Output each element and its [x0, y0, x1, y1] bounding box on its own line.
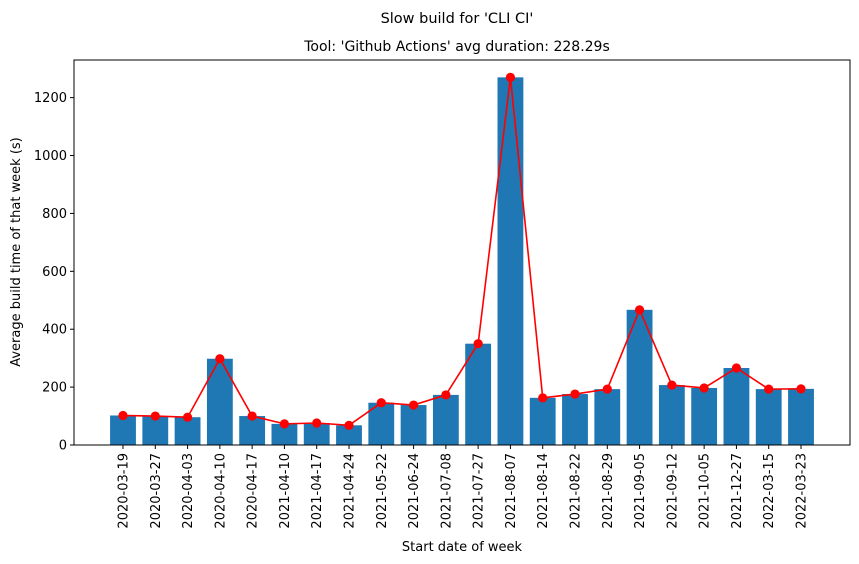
y-tick-label: 600 [42, 265, 67, 280]
series-line [122, 77, 802, 427]
line-point [150, 411, 160, 421]
line-point [376, 398, 386, 408]
bar [174, 417, 201, 445]
bar [691, 387, 718, 445]
line-point [570, 389, 580, 399]
x-tick-label: 2021-08-07 [504, 453, 519, 529]
bar [465, 343, 492, 445]
bar [368, 402, 395, 445]
chart-subtitle: Tool: 'Github Actions' avg duration: 228… [303, 39, 610, 55]
y-tick-label: 1000 [34, 149, 67, 164]
bar [271, 423, 298, 445]
x-tick-label: 2021-12-27 [730, 453, 745, 529]
bar [788, 388, 814, 445]
bar [497, 77, 524, 446]
line-point [699, 383, 709, 393]
bar [206, 358, 233, 445]
plot-frame [73, 59, 851, 446]
x-axis: 2020-03-19 2020-03-27 2020-04-03 2020-04-10… [117, 445, 810, 529]
bar [562, 394, 588, 445]
line-point [538, 393, 548, 403]
bar [400, 405, 427, 445]
x-tick-label: 2020-03-19 [117, 453, 132, 529]
bar [658, 385, 685, 445]
line-point [505, 72, 516, 82]
y-tick-label: 400 [42, 323, 67, 338]
x-tick-label: 2020-04-17 [246, 453, 261, 529]
bar [336, 425, 362, 445]
x-tick-label: 2021-06-24 [407, 453, 422, 529]
bar [432, 394, 459, 445]
x-tick-label: 2021-09-12 [665, 453, 680, 529]
x-tick-label: 2020-04-03 [181, 453, 196, 529]
line-series [118, 72, 806, 430]
bar [594, 389, 621, 445]
line-point [408, 400, 419, 410]
x-tick-label: 2021-08-14 [536, 453, 551, 529]
x-tick-label: 2022-03-15 [762, 453, 777, 529]
bar [303, 423, 330, 445]
bar [110, 415, 136, 445]
x-tick-label: 2022-03-23 [795, 453, 810, 529]
line-point [667, 380, 677, 390]
bar [239, 416, 266, 445]
x-tick-label: 2021-09-05 [633, 453, 648, 529]
y-tick-label: 0 [59, 439, 67, 454]
x-tick-label: 2021-04-10 [278, 453, 293, 529]
x-tick-label: 2021-07-27 [472, 453, 487, 529]
line-point [602, 384, 612, 394]
x-tick-label: 2021-07-08 [439, 453, 454, 529]
x-axis-label: Start date of week [402, 540, 523, 555]
line-point [441, 390, 451, 400]
line-point [182, 412, 193, 422]
x-tick-label: 2021-10-05 [698, 453, 713, 529]
line-point [215, 354, 225, 364]
x-tick-label: 2020-04-10 [213, 453, 228, 529]
line-point [312, 418, 322, 428]
x-tick-label: 2021-04-24 [343, 453, 358, 529]
line-point [796, 384, 806, 394]
x-tick-label: 2020-03-27 [149, 453, 164, 529]
bar [529, 397, 556, 445]
y-axis-label: Average build time of that week (s) [9, 137, 24, 367]
line-point [279, 419, 290, 429]
bar [755, 389, 782, 445]
x-tick-label: 2021-08-22 [569, 453, 584, 529]
y-tick-label: 1200 [34, 91, 67, 106]
chart-title: Slow build for 'CLI CI' [381, 11, 534, 27]
line-point [764, 384, 774, 394]
line-point [118, 410, 128, 421]
line-point [344, 420, 354, 430]
y-axis: 0 200 400 600 800 1000 1200 [34, 91, 74, 454]
line-point [473, 339, 483, 349]
y-tick-label: 800 [42, 207, 67, 222]
x-tick-label: 2021-08-29 [601, 453, 616, 529]
bar [142, 416, 169, 445]
line-point [634, 305, 645, 315]
bar [723, 368, 750, 445]
x-tick-label: 2021-04-17 [310, 453, 325, 529]
x-tick-label: 2021-05-22 [375, 453, 390, 529]
line-point [731, 363, 742, 373]
line-point [247, 411, 257, 421]
y-tick-label: 200 [42, 381, 67, 396]
